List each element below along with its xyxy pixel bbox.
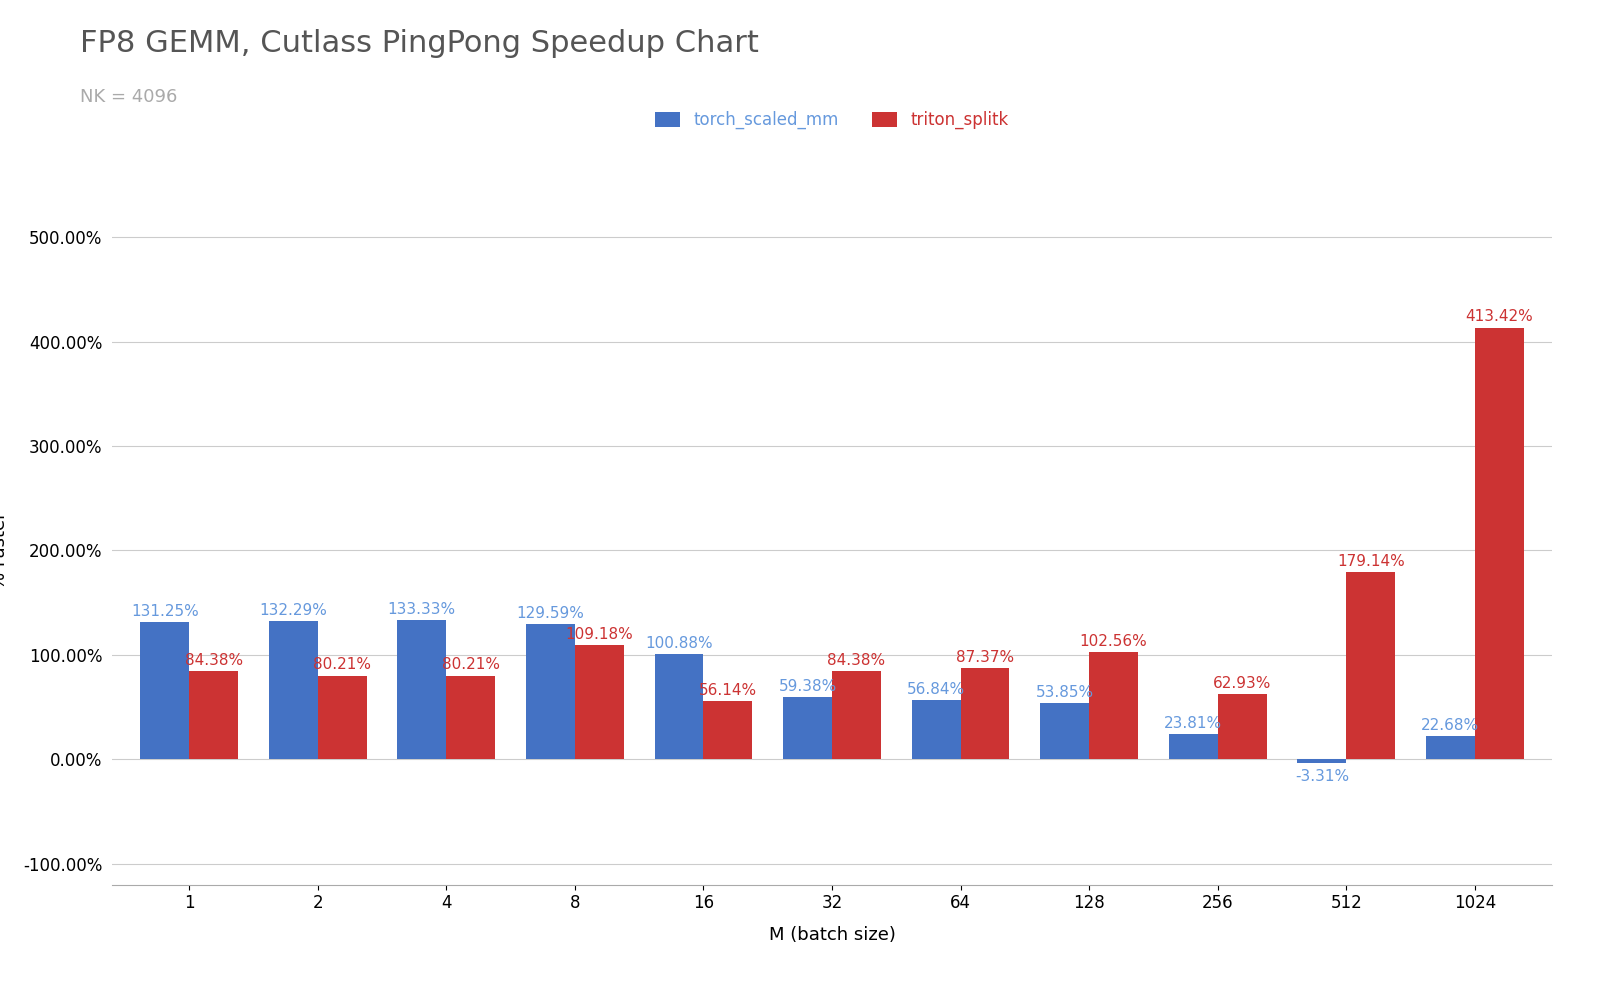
Bar: [960, 668, 1010, 759]
Bar: [1346, 572, 1395, 759]
Bar: [1218, 694, 1267, 759]
Bar: [1426, 735, 1475, 759]
Text: 133.33%: 133.33%: [387, 602, 456, 617]
Text: 53.85%: 53.85%: [1035, 685, 1094, 700]
Text: 22.68%: 22.68%: [1421, 718, 1480, 732]
Bar: [704, 701, 752, 759]
Y-axis label: % Faster: % Faster: [0, 512, 10, 589]
Bar: [318, 675, 366, 759]
Text: 132.29%: 132.29%: [259, 603, 328, 618]
Bar: [1090, 653, 1138, 759]
Bar: [654, 654, 704, 759]
Bar: [526, 624, 574, 759]
Bar: [141, 622, 189, 759]
Bar: [1475, 327, 1523, 759]
Bar: [832, 671, 882, 759]
Bar: [269, 621, 318, 759]
Text: 131.25%: 131.25%: [131, 605, 198, 619]
Text: NK = 4096: NK = 4096: [80, 88, 178, 106]
Text: 102.56%: 102.56%: [1080, 634, 1147, 649]
Bar: [574, 645, 624, 759]
Bar: [1298, 759, 1346, 763]
Bar: [782, 697, 832, 759]
Text: 109.18%: 109.18%: [565, 627, 634, 642]
Text: 129.59%: 129.59%: [517, 606, 584, 621]
Text: -3.31%: -3.31%: [1294, 769, 1349, 784]
Bar: [189, 671, 238, 759]
Text: 87.37%: 87.37%: [955, 650, 1014, 665]
Text: 59.38%: 59.38%: [779, 679, 837, 694]
Text: 62.93%: 62.93%: [1213, 675, 1272, 690]
Legend: torch_scaled_mm, triton_splitk: torch_scaled_mm, triton_splitk: [648, 104, 1016, 136]
Bar: [1040, 703, 1090, 759]
Bar: [912, 700, 960, 759]
Bar: [397, 620, 446, 759]
Text: 413.42%: 413.42%: [1466, 310, 1533, 324]
Text: 56.14%: 56.14%: [699, 682, 757, 698]
Text: 80.21%: 80.21%: [442, 658, 499, 672]
Text: FP8 GEMM, Cutlass PingPong Speedup Chart: FP8 GEMM, Cutlass PingPong Speedup Chart: [80, 29, 758, 59]
Text: 80.21%: 80.21%: [314, 658, 371, 672]
Text: 84.38%: 84.38%: [184, 653, 243, 668]
Text: 100.88%: 100.88%: [645, 636, 714, 651]
Text: 84.38%: 84.38%: [827, 653, 885, 668]
Bar: [1170, 734, 1218, 759]
X-axis label: M (batch size): M (batch size): [768, 926, 896, 945]
Text: 56.84%: 56.84%: [907, 682, 965, 697]
Bar: [446, 675, 494, 759]
Text: 179.14%: 179.14%: [1338, 554, 1405, 569]
Text: 23.81%: 23.81%: [1165, 717, 1222, 731]
